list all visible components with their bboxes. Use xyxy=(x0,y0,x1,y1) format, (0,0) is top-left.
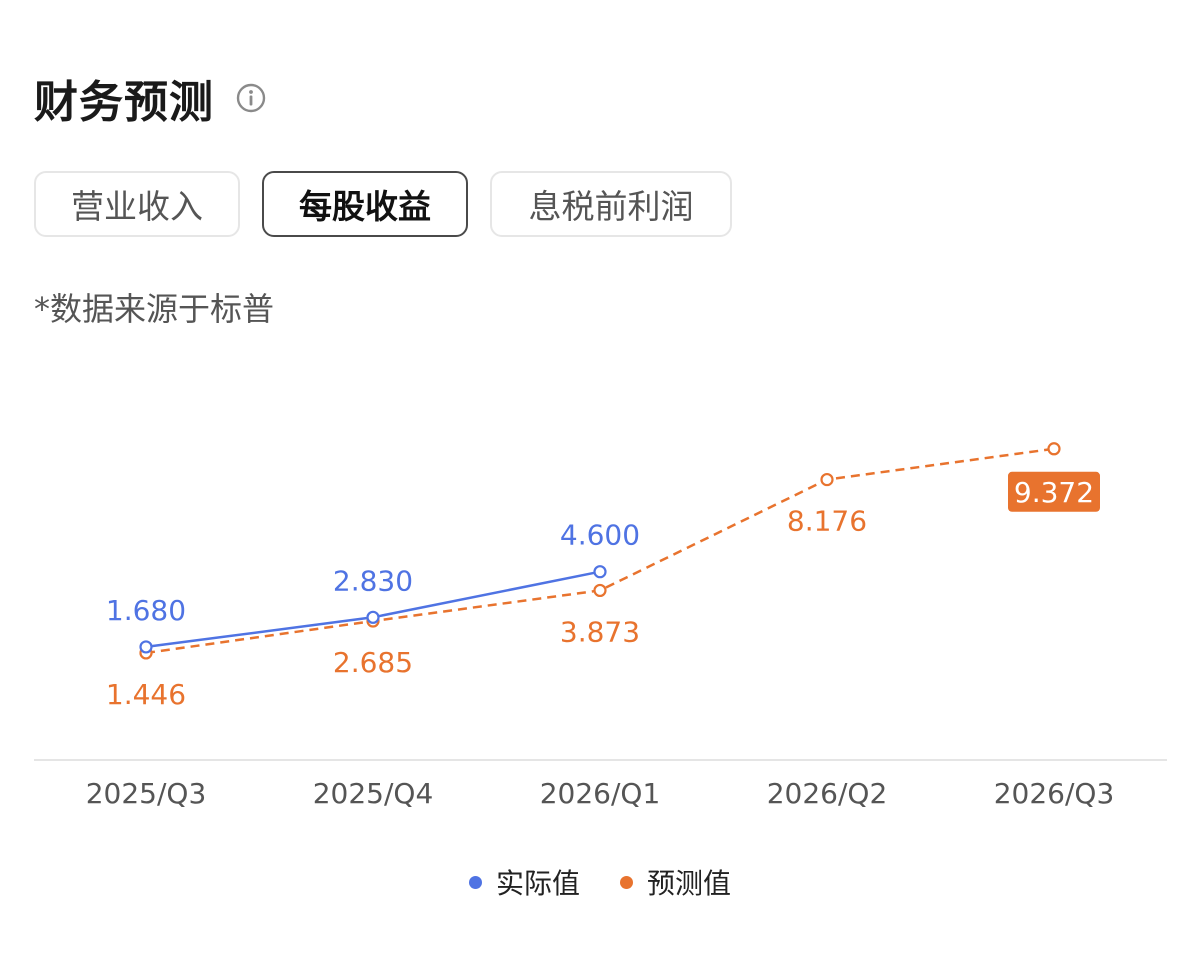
forecast-point xyxy=(1047,442,1061,456)
legend-label-forecast: 预测值 xyxy=(647,867,732,900)
forecast-data-label: 8.176 xyxy=(787,505,867,538)
forecast-highlight-badge xyxy=(1008,471,1100,512)
info-icon[interactable] xyxy=(236,83,266,113)
forecast-point xyxy=(593,583,607,598)
x-tick-label: 2025/Q3 xyxy=(86,777,207,810)
actual-point xyxy=(593,565,607,579)
x-tick-label: 2025/Q4 xyxy=(313,777,434,810)
actual-data-label: 1.680 xyxy=(106,594,186,627)
actual-data-label: 4.600 xyxy=(560,519,640,552)
forecast-data-label: 9.372 xyxy=(1014,476,1094,509)
tab-revenue[interactable]: 营业收入 xyxy=(34,171,240,237)
legend-item-actual[interactable]: 实际值 xyxy=(468,862,580,902)
x-tick-label: 2026/Q1 xyxy=(540,777,661,810)
legend-label-actual: 实际值 xyxy=(495,867,580,900)
actual-data-label: 2.830 xyxy=(333,564,413,597)
header: 财务预测 xyxy=(34,66,266,130)
source-note: *数据来源于标普 xyxy=(34,290,275,328)
x-tick-label: 2026/Q3 xyxy=(994,777,1115,810)
x-tick-label: 2026/Q2 xyxy=(767,777,888,810)
legend-dot-forecast xyxy=(620,875,633,889)
legend-item-forecast[interactable]: 预测值 xyxy=(620,862,731,902)
forecast-data-label: 3.873 xyxy=(560,615,640,648)
page-title: 财务预测 xyxy=(34,77,214,128)
forecast-data-label: 2.685 xyxy=(333,646,413,679)
actual-point xyxy=(366,610,380,624)
forecast-point xyxy=(820,472,834,487)
forecast-data-label: 1.446 xyxy=(106,678,186,711)
actual-point xyxy=(139,640,153,654)
tab-eps[interactable]: 每股收益 xyxy=(262,171,468,237)
metric-tabs: 营业收入 每股收益 息税前利润 xyxy=(34,171,754,237)
chart-legend: 实际值 预测值 xyxy=(0,862,1200,902)
legend-dot-actual xyxy=(468,875,482,889)
tab-ebit[interactable]: 息税前利润 xyxy=(490,171,732,237)
